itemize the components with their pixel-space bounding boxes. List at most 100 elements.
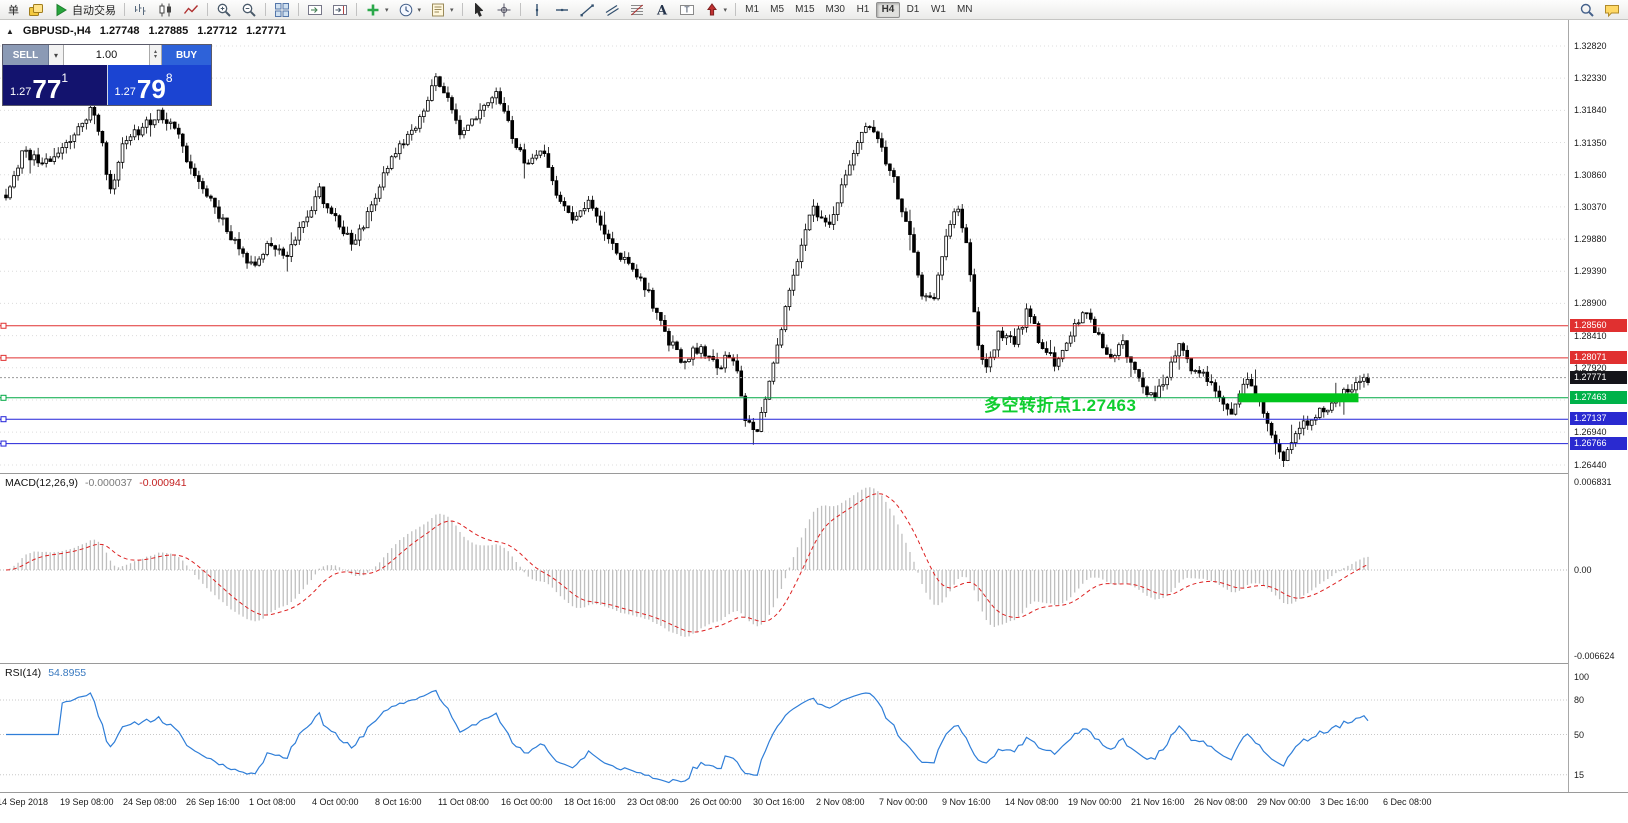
macd-indicator-chart[interactable] bbox=[0, 474, 1568, 663]
auto-scroll-button[interactable] bbox=[303, 1, 327, 19]
templates-menu-button[interactable]: ▾ bbox=[426, 1, 458, 19]
trendline-tool-button[interactable] bbox=[575, 1, 599, 19]
crosshair-tool-button[interactable] bbox=[492, 1, 516, 19]
time-axis[interactable]: 14 Sep 2018 19 Sep 08:00 24 Sep 08:00 26 Se… bbox=[0, 793, 1628, 823]
candlestick-mode-button[interactable] bbox=[154, 1, 178, 19]
pane-divider[interactable] bbox=[0, 792, 1628, 793]
toolbar-separator bbox=[265, 3, 266, 16]
main-chart-pane[interactable] bbox=[0, 20, 1568, 473]
toolbar-separator bbox=[124, 3, 125, 16]
macd-axis-label: 0.00 bbox=[1574, 565, 1592, 575]
community-button[interactable] bbox=[1600, 1, 1624, 19]
pane-divider[interactable] bbox=[0, 473, 1628, 474]
zoomin-glyph bbox=[217, 3, 231, 17]
candlestick-chart[interactable] bbox=[0, 20, 1568, 473]
sell-price-prefix: 1.27 bbox=[10, 86, 32, 98]
close-value: 1.27771 bbox=[246, 25, 286, 37]
equidistant-channel-tool-button[interactable] bbox=[600, 1, 624, 19]
timeframe-m1-button[interactable]: M1 bbox=[740, 2, 764, 18]
arrowsTool-glyph bbox=[706, 2, 717, 15]
channel-glyph bbox=[605, 4, 619, 16]
timeframe-h1-button[interactable]: H1 bbox=[851, 2, 875, 18]
pane-divider[interactable] bbox=[0, 663, 1628, 664]
time-axis-label: 9 Nov 16:00 bbox=[942, 797, 991, 807]
time-axis-label: 24 Sep 08:00 bbox=[123, 797, 177, 807]
fibo-glyph bbox=[630, 4, 643, 15]
candles-glyph bbox=[159, 3, 171, 16]
auto-trading-button[interactable]: 自动交易 bbox=[49, 1, 120, 19]
sell-button[interactable]: SELL bbox=[3, 45, 49, 65]
price-axis-label: 1.28410 bbox=[1574, 330, 1607, 341]
spin-down-icon[interactable]: ▾ bbox=[153, 54, 157, 60]
zoom-out-button[interactable] bbox=[237, 1, 261, 19]
clock-glyph bbox=[399, 3, 412, 16]
time-axis-label: 30 Oct 16:00 bbox=[753, 797, 805, 807]
level-price-tag: 1.27137 bbox=[1570, 412, 1627, 426]
vertical-line-tool-button[interactable] bbox=[525, 1, 549, 19]
price-axis-label: 1.29880 bbox=[1574, 234, 1607, 245]
shift-glyph bbox=[333, 4, 347, 15]
rsi-axis-label: 50 bbox=[1574, 729, 1585, 740]
indicators-menu-button[interactable]: ▾ bbox=[361, 1, 393, 19]
timeframe-h4-button[interactable]: H4 bbox=[875, 1, 900, 18]
macd-name: MACD(12,26,9) bbox=[5, 477, 78, 489]
spin-up-icon[interactable]: ▴ bbox=[153, 49, 157, 55]
svg-text:T: T bbox=[683, 5, 689, 14]
fibonacci-tool-button[interactable] bbox=[625, 1, 649, 19]
new-order-button[interactable]: 单 bbox=[4, 1, 23, 19]
timeframe-m15-button[interactable]: M15 bbox=[790, 2, 819, 18]
volume-spinner[interactable]: ▴ ▾ bbox=[150, 45, 162, 65]
buy-quote[interactable]: 1.27 79 8 bbox=[107, 65, 211, 105]
time-axis-label: 11 Oct 08:00 bbox=[438, 797, 489, 807]
rsi-indicator-chart[interactable] bbox=[0, 664, 1568, 792]
order-type-caret-button[interactable]: ▾ bbox=[49, 45, 64, 65]
toolbar-separator bbox=[207, 3, 208, 16]
chat-glyph bbox=[1605, 4, 1619, 17]
timeframe-m30-button[interactable]: M30 bbox=[821, 2, 850, 18]
trade-tickets-icon[interactable] bbox=[24, 1, 48, 19]
chart-shift-button[interactable] bbox=[328, 1, 352, 19]
timeframe-d1-button[interactable]: D1 bbox=[901, 2, 925, 18]
toolbar-separator bbox=[519, 3, 521, 16]
line-chart-mode-button[interactable] bbox=[179, 1, 203, 19]
time-axis-label: 6 Dec 08:00 bbox=[1383, 797, 1432, 807]
price-axis-label: 1.31840 bbox=[1574, 105, 1607, 116]
arrows-tool-button[interactable]: ▾ bbox=[700, 1, 732, 19]
tile-windows-button[interactable] bbox=[270, 1, 294, 19]
macd-axis-label: 0.006831 bbox=[1574, 477, 1612, 487]
level-price-tag: 1.28560 bbox=[1570, 318, 1627, 332]
macd-pane[interactable] bbox=[0, 474, 1568, 663]
low-value: 1.27712 bbox=[197, 25, 238, 37]
zoom-in-button[interactable] bbox=[212, 1, 236, 19]
sell-quote[interactable]: 1.27 77 1 bbox=[3, 65, 107, 105]
price-axis-label: 1.29390 bbox=[1574, 266, 1607, 277]
price-axis-label: 1.32330 bbox=[1574, 73, 1607, 84]
turning-point-annotation: 多空转折点1.27463 bbox=[984, 396, 1137, 415]
time-axis-label: 23 Oct 08:00 bbox=[627, 797, 679, 807]
volume-input[interactable] bbox=[64, 45, 150, 65]
bar-chart-mode-button[interactable] bbox=[129, 1, 153, 19]
buy-button[interactable]: BUY bbox=[162, 45, 211, 65]
chart-shift-marker-icon: ▲ bbox=[6, 26, 14, 36]
svg-text:A: A bbox=[656, 3, 668, 18]
macd-signal-value: -0.000941 bbox=[139, 477, 187, 489]
periods-menu-button[interactable]: ▾ bbox=[394, 1, 426, 19]
macd-signal-line bbox=[5, 493, 1369, 633]
cursor-tool-button[interactable] bbox=[467, 1, 491, 19]
toolbar-separator bbox=[735, 3, 737, 16]
timeframe-mn-button[interactable]: MN bbox=[952, 2, 978, 18]
price-axis[interactable]: 1.32820 1.32330 1.31840 1.31350 1.30860 1.303… bbox=[1568, 20, 1628, 792]
search-button[interactable] bbox=[1575, 1, 1599, 19]
price-axis-label: 1.28900 bbox=[1574, 298, 1607, 309]
time-axis-label: 2 Nov 08:00 bbox=[816, 797, 865, 807]
timeframe-w1-button[interactable]: W1 bbox=[926, 2, 951, 18]
rsi-name: RSI(14) bbox=[5, 667, 42, 679]
label-tool-button[interactable]: T bbox=[675, 1, 699, 19]
timeframe-m5-button[interactable]: M5 bbox=[765, 2, 789, 18]
horizontal-line-tool-button[interactable] bbox=[550, 1, 574, 19]
rsi-pane[interactable] bbox=[0, 664, 1568, 792]
template-glyph bbox=[432, 3, 445, 16]
time-axis-label: 3 Dec 16:00 bbox=[1320, 797, 1369, 807]
text-tool-button[interactable]: A bbox=[650, 1, 674, 19]
